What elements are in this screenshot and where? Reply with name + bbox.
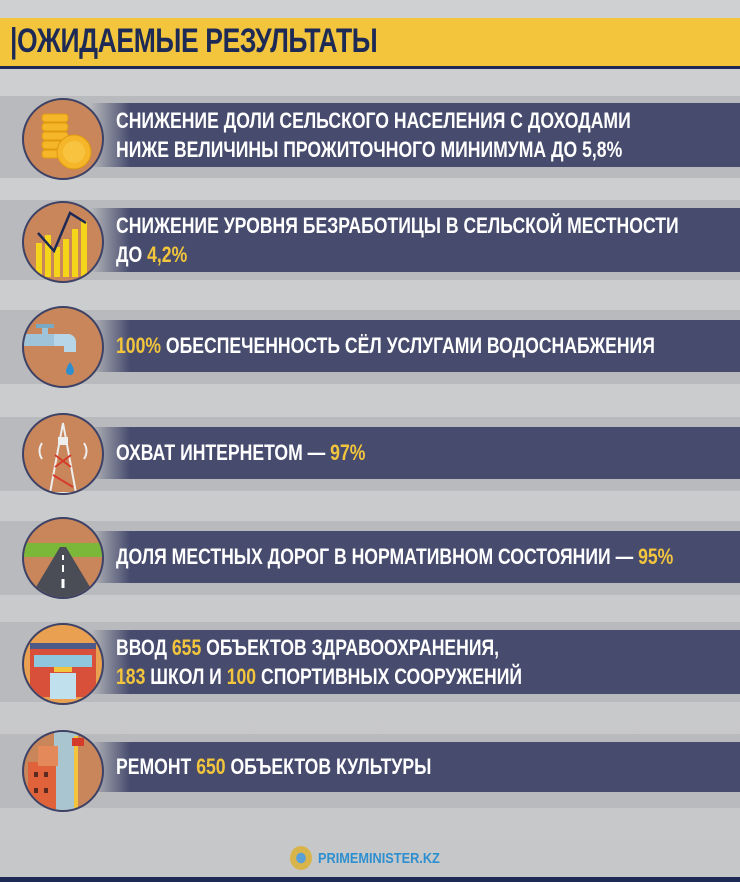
row-bar <box>90 742 740 792</box>
item-line: ДО <box>116 242 148 267</box>
antenna-tower-icon <box>22 413 104 495</box>
row-bar <box>90 427 740 479</box>
declining-chart-icon <box>22 201 104 283</box>
water-tap-icon <box>22 306 104 388</box>
row-bar <box>90 630 740 694</box>
item-text: РЕМОНТ 650 ОБЪЕКТОВ КУЛЬТУРЫ <box>116 752 431 781</box>
kazakhstan-emblem-icon <box>290 846 312 870</box>
item-line: СПОРТИВНЫХ СООРУЖЕНИЙ <box>256 664 522 689</box>
row-bar <box>90 320 740 372</box>
item-line: ДОЛЯ МЕСТНЫХ ДОРОГ В НОРМАТИВНОМ СОСТОЯН… <box>116 544 639 569</box>
coins-icon <box>22 98 104 180</box>
highlight-value: 650 <box>196 754 226 779</box>
highlight-value: 97% <box>330 440 366 465</box>
hospital-building-icon <box>22 623 104 705</box>
item-text: ВВОД 655 ОБЪЕКТОВ ЗДРАВООХРАНЕНИЯ, 183 Ш… <box>116 633 522 691</box>
item-line: СНИЖЕНИЕ ДОЛИ СЕЛЬСКОГО НАСЕЛЕНИЯ С ДОХО… <box>116 108 631 133</box>
highlight-value: 183 <box>116 664 146 689</box>
item-line: НИЖЕ ВЕЛИЧИНЫ ПРОЖИТОЧНОГО МИНИМУМА ДО 5… <box>116 137 623 162</box>
item-line: СНИЖЕНИЕ УРОВНЯ БЕЗРАБОТИЦЫ В СЕЛЬСКОЙ М… <box>116 213 679 238</box>
item-text: СНИЖЕНИЕ ДОЛИ СЕЛЬСКОГО НАСЕЛЕНИЯ С ДОХО… <box>116 106 631 164</box>
item-text: ОХВАТ ИНТЕРНЕТОМ — 97% <box>116 438 365 467</box>
page-title-text: ОЖИДАЕМЫЕ РЕЗУЛЬТАТЫ <box>17 22 378 60</box>
row-bar <box>90 208 740 272</box>
highlight-value: 655 <box>171 635 202 660</box>
item-line: ОБЕСПЕЧЕННОСТЬ СЁЛ УСЛУГАМИ ВОДОСНАБЖЕНИ… <box>161 333 655 358</box>
item-text: СНИЖЕНИЕ УРОВНЯ БЕЗРАБОТИЦЫ В СЕЛЬСКОЙ М… <box>116 211 679 269</box>
road-icon <box>22 517 104 599</box>
item-line: ШКОЛ И <box>145 664 227 689</box>
item-text: ДОЛЯ МЕСТНЫХ ДОРОГ В НОРМАТИВНОМ СОСТОЯН… <box>116 542 673 571</box>
page-title: |ОЖИДАЕМЫЕ РЕЗУЛЬТАТЫ <box>10 22 378 60</box>
buildings-construction-icon <box>22 730 104 812</box>
item-line: ОБЪЕКТОВ КУЛЬТУРЫ <box>225 754 432 779</box>
item-line: ВВОД <box>116 635 172 660</box>
row-bar <box>90 531 740 583</box>
header-bar: |ОЖИДАЕМЫЕ РЕЗУЛЬТАТЫ <box>0 18 740 69</box>
item-line: ОХВАТ ИНТЕРНЕТОМ — <box>116 440 331 465</box>
item-line: РЕМОНТ <box>116 754 197 779</box>
item-text: 100% ОБЕСПЕЧЕННОСТЬ СЁЛ УСЛУГАМИ ВОДОСНА… <box>116 331 655 360</box>
highlight-value: 95% <box>638 544 674 569</box>
item-line: ОБЪЕКТОВ ЗДРАВООХРАНЕНИЯ, <box>201 635 500 660</box>
highlight-value: 100% <box>116 333 162 358</box>
row-bar <box>90 103 740 167</box>
highlight-value: 100 <box>226 664 257 689</box>
brand-link[interactable]: PRIMEMINISTER.KZ <box>318 849 440 867</box>
highlight-value: 4,2% <box>147 242 188 267</box>
footer: PRIMEMINISTER.KZ <box>290 846 461 870</box>
bottom-divider <box>0 877 740 882</box>
